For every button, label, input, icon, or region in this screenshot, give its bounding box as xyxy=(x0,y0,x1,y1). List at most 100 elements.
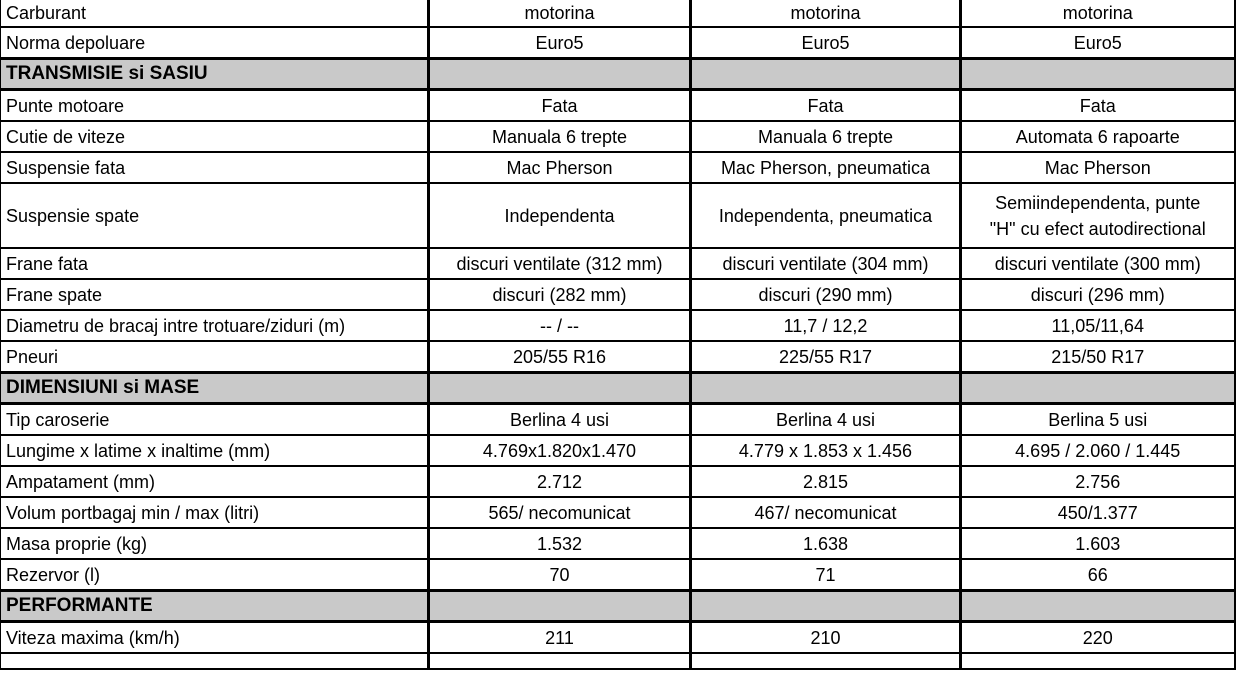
spec-value: 4.769x1.820x1.470 xyxy=(427,434,692,467)
spec-value: discuri ventilate (304 mm) xyxy=(689,247,962,280)
section-title: PERFORMANTE xyxy=(0,589,430,623)
spec-value: discuri (296 mm) xyxy=(959,278,1236,311)
spec-value: motorina xyxy=(427,0,692,28)
spec-label: Diametru de bracaj intre trotuare/ziduri… xyxy=(0,309,430,342)
spec-value: 2.756 xyxy=(959,465,1236,498)
spec-label: Ampatament (mm) xyxy=(0,465,430,498)
spec-value: Mac Pherson, pneumatica xyxy=(689,151,962,184)
spec-label: Tip caroserie xyxy=(0,402,430,436)
section-row: TRANSMISIE si SASIU xyxy=(0,57,1236,91)
spec-value: Automata 6 rapoarte xyxy=(959,120,1236,153)
spec-value: Mac Pherson xyxy=(959,151,1236,184)
spec-label: Cutie de viteze xyxy=(0,120,430,153)
table-row: Volum portbagaj min / max (litri) 565/ n… xyxy=(0,496,1236,529)
spec-label: Viteza maxima (km/h) xyxy=(0,620,430,654)
spec-value: motorina xyxy=(689,0,962,28)
table-row: Suspensie spate Independenta Independent… xyxy=(0,182,1236,249)
spec-label: Suspensie spate xyxy=(0,182,430,249)
spec-value: motorina xyxy=(959,0,1236,28)
spec-value: 11,7 / 12,2 xyxy=(689,309,962,342)
spec-value: Berlina 4 usi xyxy=(689,402,962,436)
table-row: Viteza maxima (km/h) 211 210 220 xyxy=(0,620,1236,654)
spec-value: discuri ventilate (300 mm) xyxy=(959,247,1236,280)
table-row: Frane spate discuri (282 mm) discuri (29… xyxy=(0,278,1236,311)
spec-value: Independenta xyxy=(427,182,692,249)
spec-value: Independenta, pneumatica xyxy=(689,182,962,249)
spec-value: 4.779 x 1.853 x 1.456 xyxy=(689,434,962,467)
table-row: Rezervor (l) 70 71 66 xyxy=(0,558,1236,592)
spec-value: -- / -- xyxy=(427,309,692,342)
section-cell xyxy=(689,589,962,623)
spec-value: 215/50 R17 xyxy=(959,340,1236,374)
table-row: Diametru de bracaj intre trotuare/ziduri… xyxy=(0,309,1236,342)
spec-value: 2.712 xyxy=(427,465,692,498)
spec-value: Berlina 5 usi xyxy=(959,402,1236,436)
spec-value: 70 xyxy=(427,558,692,592)
table-row: Ampatament (mm) 2.712 2.815 2.756 xyxy=(0,465,1236,498)
spec-value: 565/ necomunicat xyxy=(427,496,692,529)
section-cell xyxy=(427,589,692,623)
spec-label: Carburant xyxy=(0,0,430,28)
spec-label: Norma depoluare xyxy=(0,26,430,60)
section-cell xyxy=(427,57,692,91)
spec-label: Suspensie fata xyxy=(0,151,430,184)
spec-value: Fata xyxy=(689,88,962,122)
spec-value: 4.695 / 2.060 / 1.445 xyxy=(959,434,1236,467)
spec-value: 205/55 R16 xyxy=(427,340,692,374)
section-row: PERFORMANTE xyxy=(0,589,1236,623)
spec-value: Euro5 xyxy=(427,26,692,60)
spec-value: Euro5 xyxy=(689,26,962,60)
spec-value: 225/55 R17 xyxy=(689,340,962,374)
spec-value: 211 xyxy=(427,620,692,654)
section-cell xyxy=(959,57,1236,91)
table-row: Carburant motorina motorina motorina xyxy=(0,0,1236,28)
spec-value: Fata xyxy=(427,88,692,122)
table-row: Frane fata discuri ventilate (312 mm) di… xyxy=(0,247,1236,280)
table-row xyxy=(0,652,1236,670)
spec-label: Pneuri xyxy=(0,340,430,374)
section-cell xyxy=(689,57,962,91)
spec-value xyxy=(427,652,692,670)
section-cell xyxy=(959,371,1236,405)
spec-value: Semiindependenta, punte "H" cu efect aut… xyxy=(959,182,1236,249)
spec-value: 2.815 xyxy=(689,465,962,498)
spec-value: 450/1.377 xyxy=(959,496,1236,529)
spec-value: discuri (282 mm) xyxy=(427,278,692,311)
table-row: Suspensie fata Mac Pherson Mac Pherson, … xyxy=(0,151,1236,184)
spec-label: Frane spate xyxy=(0,278,430,311)
spec-value: Euro5 xyxy=(959,26,1236,60)
section-cell xyxy=(689,371,962,405)
spec-label: Rezervor (l) xyxy=(0,558,430,592)
section-title: TRANSMISIE si SASIU xyxy=(0,57,430,91)
spec-value: 1.638 xyxy=(689,527,962,560)
table-row: Cutie de viteze Manuala 6 trepte Manuala… xyxy=(0,120,1236,153)
spec-value xyxy=(689,652,962,670)
spec-value: 1.603 xyxy=(959,527,1236,560)
section-cell xyxy=(427,371,692,405)
table-row: Masa proprie (kg) 1.532 1.638 1.603 xyxy=(0,527,1236,560)
spec-value: 467/ necomunicat xyxy=(689,496,962,529)
spec-value: Berlina 4 usi xyxy=(427,402,692,436)
table-row: Lungime x latime x inaltime (mm) 4.769x1… xyxy=(0,434,1236,467)
spec-label: Frane fata xyxy=(0,247,430,280)
table-row: Pneuri 205/55 R16 225/55 R17 215/50 R17 xyxy=(0,340,1236,374)
spec-value: 71 xyxy=(689,558,962,592)
section-row: DIMENSIUNI si MASE xyxy=(0,371,1236,405)
table-row: Tip caroserie Berlina 4 usi Berlina 4 us… xyxy=(0,402,1236,436)
table-row: Punte motoare Fata Fata Fata xyxy=(0,88,1236,122)
spec-value: 11,05/11,64 xyxy=(959,309,1236,342)
spec-value: Mac Pherson xyxy=(427,151,692,184)
spec-value: 220 xyxy=(959,620,1236,654)
spec-value: Fata xyxy=(959,88,1236,122)
spec-value: 1.532 xyxy=(427,527,692,560)
table-row: Norma depoluare Euro5 Euro5 Euro5 xyxy=(0,26,1236,60)
spec-value: discuri ventilate (312 mm) xyxy=(427,247,692,280)
spec-value xyxy=(959,652,1236,670)
spec-value: discuri (290 mm) xyxy=(689,278,962,311)
spec-label: Punte motoare xyxy=(0,88,430,122)
spec-label: Masa proprie (kg) xyxy=(0,527,430,560)
section-title: DIMENSIUNI si MASE xyxy=(0,371,430,405)
spec-label: Lungime x latime x inaltime (mm) xyxy=(0,434,430,467)
car-spec-table: Carburant motorina motorina motorina Nor… xyxy=(0,0,1236,670)
